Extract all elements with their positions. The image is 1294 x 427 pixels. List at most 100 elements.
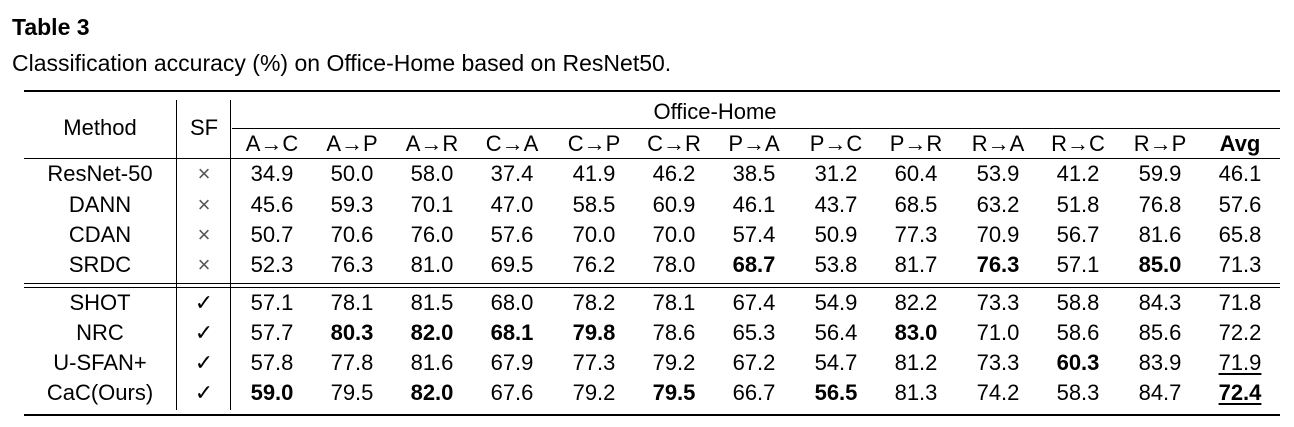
- table-cell: 43.7: [814, 192, 858, 217]
- table-cell: 77.3: [894, 222, 938, 247]
- table-cell: 71.3: [1218, 252, 1262, 277]
- table-cell: 81.7: [894, 252, 938, 277]
- table-cell: 71.0: [976, 320, 1020, 345]
- table-cell: 67.4: [732, 290, 776, 315]
- table-cell: 71.9: [1218, 350, 1262, 375]
- table-cell: 68.7: [732, 252, 776, 277]
- table-cell: 58.6: [1056, 320, 1100, 345]
- header-rule: [24, 158, 1280, 159]
- table-cell: 85.0: [1138, 252, 1182, 277]
- table-cell: 76.3: [976, 252, 1020, 277]
- header-col-8: P→R: [889, 131, 943, 156]
- method-divider: [176, 100, 177, 410]
- table-cell: 83.0: [894, 320, 938, 345]
- table-cell: 79.2: [652, 350, 696, 375]
- table-cell: 45.6: [250, 192, 294, 217]
- table-cell: 69.5: [490, 252, 534, 277]
- table-cell: 78.6: [652, 320, 696, 345]
- table-cell: 46.1: [1218, 161, 1262, 186]
- header-col-7: P→C: [809, 131, 863, 156]
- table-cell: 59.3: [330, 192, 374, 217]
- table-cell: 70.9: [976, 222, 1020, 247]
- table-cell: 77.3: [572, 350, 616, 375]
- table-cell: 67.2: [732, 350, 776, 375]
- header-method: Method: [63, 115, 137, 140]
- table-cell: 57.6: [1218, 192, 1262, 217]
- header-col-3: C→A: [485, 131, 539, 156]
- header-col-2: A→R: [405, 131, 459, 156]
- table-cell: 31.2: [814, 161, 858, 186]
- table-cell: 68.5: [894, 192, 938, 217]
- table-caption: Classification accuracy (%) on Office-Ho…: [12, 50, 672, 76]
- table-cell: 80.3: [330, 320, 374, 345]
- table-cell: 47.0: [490, 192, 534, 217]
- table-cell: 60.3: [1056, 350, 1100, 375]
- table-cell: 76.3: [330, 252, 374, 277]
- table-cell: 54.9: [814, 290, 858, 315]
- check-icon: ✓: [194, 350, 214, 375]
- header-col-4: C→P: [567, 131, 621, 156]
- header-sf: SF: [189, 115, 219, 140]
- table-cell: 52.3: [250, 252, 294, 277]
- table-cell: 54.7: [814, 350, 858, 375]
- cross-icon: ×: [197, 192, 211, 217]
- table-cell: 74.2: [976, 380, 1020, 405]
- header-col-5: C→R: [647, 131, 701, 156]
- bottom-rule: [24, 414, 1280, 416]
- table-cell: 67.6: [490, 380, 534, 405]
- table-cell: 81.6: [410, 350, 454, 375]
- table-cell: 72.4: [1218, 380, 1262, 405]
- table-cell: 56.7: [1056, 222, 1100, 247]
- table-cell: 50.0: [330, 161, 374, 186]
- header-col-0: A→C: [245, 131, 299, 156]
- table-cell: 70.0: [652, 222, 696, 247]
- table-cell: 57.7: [250, 320, 294, 345]
- table-cell: 76.0: [410, 222, 454, 247]
- cross-icon: ×: [197, 252, 211, 277]
- table-cell: 76.2: [572, 252, 616, 277]
- sf-divider: [230, 100, 231, 410]
- check-icon: ✓: [194, 380, 214, 405]
- table-cell: 78.0: [652, 252, 696, 277]
- table-cell: 81.6: [1138, 222, 1182, 247]
- table-cell: 70.0: [572, 222, 616, 247]
- table-cell: 73.3: [976, 290, 1020, 315]
- office-home-underline: [232, 128, 1280, 129]
- table-cell: 57.6: [490, 222, 534, 247]
- table-cell: 81.0: [410, 252, 454, 277]
- cross-icon: ×: [197, 222, 211, 247]
- table-cell: 73.3: [976, 350, 1020, 375]
- method-name: SRDC: [68, 252, 132, 277]
- header-col-12: Avg: [1219, 131, 1261, 156]
- method-name: ResNet-50: [47, 161, 153, 186]
- header-col-11: R→P: [1133, 131, 1187, 156]
- table-cell: 51.8: [1056, 192, 1100, 217]
- table-cell: 57.1: [1056, 252, 1100, 277]
- table-cell: 56.4: [814, 320, 858, 345]
- table-cell: 85.6: [1138, 320, 1182, 345]
- table-cell: 41.2: [1056, 161, 1100, 186]
- table-cell: 68.1: [490, 320, 534, 345]
- table-cell: 50.9: [814, 222, 858, 247]
- table-cell: 58.8: [1056, 290, 1100, 315]
- table-cell: 78.2: [572, 290, 616, 315]
- table-cell: 68.0: [490, 290, 534, 315]
- table-cell: 79.2: [572, 380, 616, 405]
- table-cell: 46.1: [732, 192, 776, 217]
- table-cell: 41.9: [572, 161, 616, 186]
- method-name: SHOT: [69, 290, 131, 315]
- header-col-6: P→A: [728, 131, 780, 156]
- table-cell: 63.2: [976, 192, 1020, 217]
- table-cell: 78.1: [652, 290, 696, 315]
- table-cell: 65.8: [1218, 222, 1262, 247]
- method-name: DANN: [68, 192, 132, 217]
- header-col-10: R→C: [1051, 131, 1105, 156]
- table-cell: 46.2: [652, 161, 696, 186]
- section-rule-2: [24, 287, 1280, 288]
- table-cell: 76.8: [1138, 192, 1182, 217]
- table-cell: 82.0: [410, 320, 454, 345]
- table-cell: 82.0: [410, 380, 454, 405]
- table-cell: 58.0: [410, 161, 454, 186]
- table-label: Table 3: [12, 14, 90, 40]
- table-cell: 34.9: [250, 161, 294, 186]
